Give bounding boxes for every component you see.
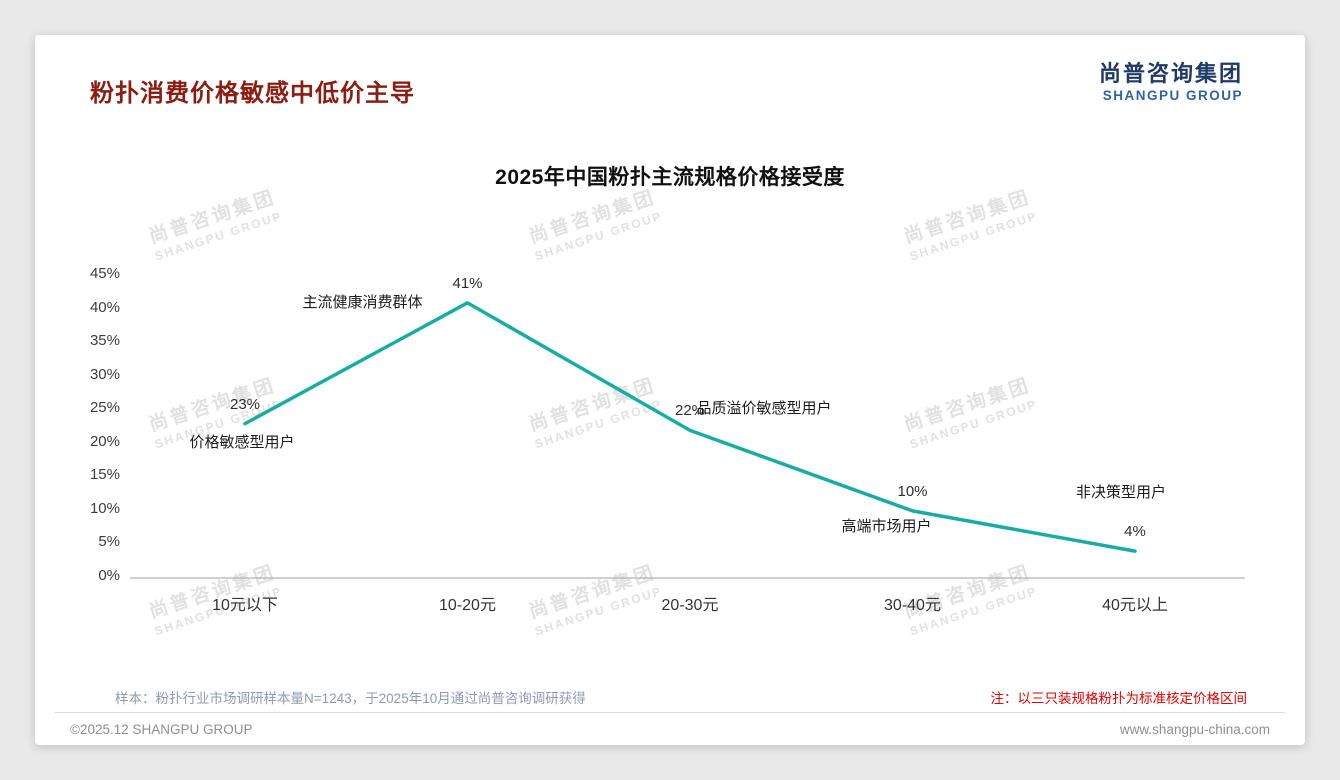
logo-en-text: SHANGPU GROUP — [1102, 88, 1243, 104]
sample-note: 样本：粉扑行业市场调研样本量N=1243，于2025年10月通过尚普咨询调研获得 — [115, 691, 586, 706]
x-axis-label: 10-20元 — [439, 597, 496, 614]
footer-website: www.shangpu-china.com — [1119, 722, 1270, 737]
chart-annotation: 主流健康消费群体 — [302, 293, 423, 311]
logo-cn-text: 尚普咨询集团 — [1098, 61, 1243, 86]
chart-annotation: 价格敏感型用户 — [189, 433, 295, 451]
x-axis-label: 20-30元 — [661, 597, 719, 614]
chart-annotation: 非决策型用户 — [1075, 484, 1166, 502]
data-point-label: 22% — [674, 402, 706, 420]
data-point-label: 4% — [1124, 523, 1146, 541]
company-logo: 尚普咨询集团 SHANGPU GROUP — [1099, 61, 1243, 104]
y-axis-tick: 25% — [89, 399, 120, 417]
y-axis-tick: 0% — [98, 567, 120, 584]
y-axis-tick: 35% — [89, 332, 120, 350]
x-axis-label: 10元以下 — [212, 597, 278, 614]
x-axis-label: 40元以上 — [1102, 597, 1168, 614]
y-axis-tick: 40% — [89, 298, 120, 316]
chart-annotation: 高端市场用户 — [841, 517, 932, 535]
line-chart: 0% 5% 10% 15% 20% 25% 30% 35% 40% 45% 10元以下 10-20元 2… — [35, 35, 1305, 745]
data-point-label: 23% — [229, 395, 261, 413]
data-point-label: 41% — [452, 274, 483, 292]
y-axis-tick: 45% — [89, 265, 120, 282]
y-axis-tick: 5% — [98, 533, 120, 551]
price-range-note: 注：以三只装规格粉扑为标准核定价格区间 — [990, 691, 1248, 706]
y-axis-tick: 20% — [89, 432, 120, 450]
data-point-label: 10% — [897, 482, 928, 500]
footer-bar: ©2025.12 SHANGPU GROUP www.shangpu-china… — [55, 712, 1285, 737]
chart-annotation: 品质溢价敏感型用户 — [696, 400, 832, 418]
x-axis-label: 30-40元 — [884, 597, 941, 614]
chart-title: 2025年中国粉扑主流规格价格接受度 — [495, 166, 845, 189]
page-title: 粉扑消费价格敏感中低价主导 — [90, 80, 415, 107]
y-axis-tick: 15% — [89, 466, 120, 484]
slide-card: 粉扑消费价格敏感中低价主导 尚普咨询集团 SHANGPU GROUP 尚普咨询集… — [35, 35, 1305, 745]
y-axis-tick: 30% — [89, 365, 120, 383]
chart-canvas — [130, 301, 1245, 579]
y-axis-tick: 10% — [89, 499, 120, 517]
footer-copyright: ©2025.12 SHANGPU GROUP — [70, 722, 253, 737]
